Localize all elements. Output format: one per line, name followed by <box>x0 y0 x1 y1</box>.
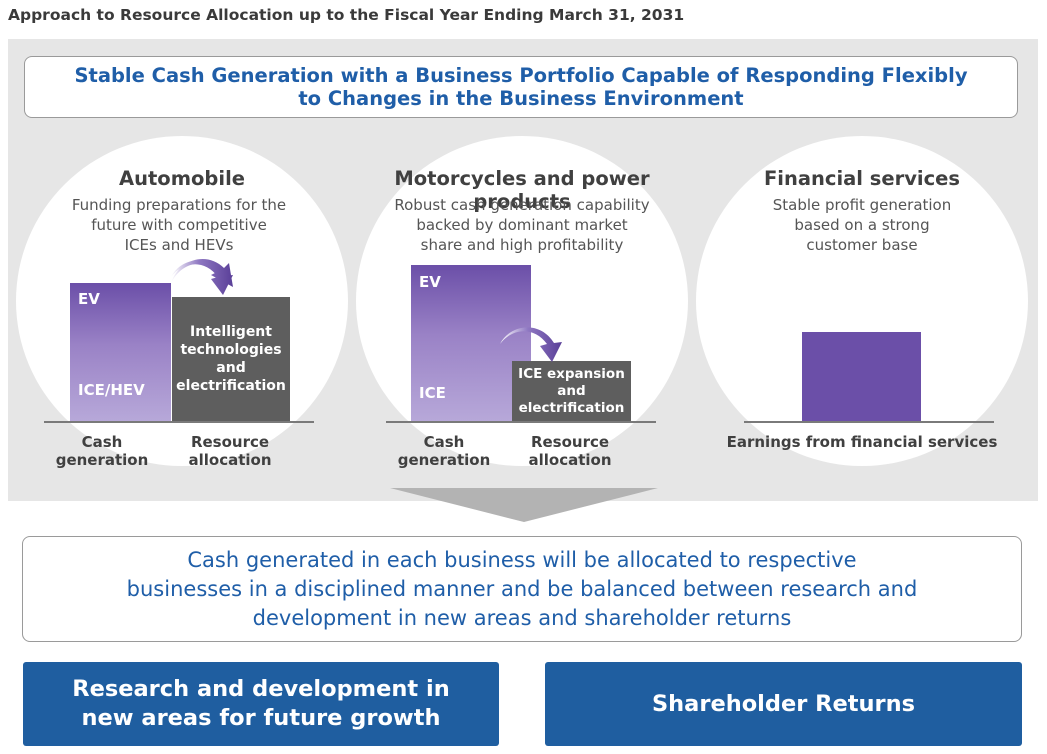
automobile-ev-label: EV <box>78 290 100 308</box>
headline-line-1: Stable Cash Generation with a Business P… <box>74 64 968 87</box>
automobile-curved-arrow-icon <box>171 258 233 295</box>
motorcycles-curved-arrow-icon <box>500 327 562 362</box>
automobile-title: Automobile <box>119 167 245 190</box>
rnd-line: new areas for future growth <box>81 705 441 731</box>
rnd-line: Research and development in <box>72 676 450 702</box>
automobile-desc-line: ICEs and HEVs <box>124 236 234 254</box>
financial-desc-line: customer base <box>806 236 918 254</box>
motorcycles-ice-label: ICE <box>419 384 446 402</box>
financial-baseline <box>744 421 994 423</box>
axis-label-line: Resource <box>190 433 270 451</box>
motorcycles-ev-label: EV <box>419 273 441 291</box>
automobile-resource-allocation-label: Resource allocation <box>172 433 288 469</box>
motorcycles-baseline <box>386 421 656 423</box>
shareholder-returns-box: Shareholder Returns <box>545 662 1022 746</box>
headline-box: Stable Cash Generation with a Business P… <box>24 56 1018 118</box>
summary-line: businesses in a disciplined manner and b… <box>126 576 918 601</box>
axis-label-line: Cash <box>81 433 123 451</box>
automobile-alloc-line: Intelligent <box>190 324 272 340</box>
automobile-desc-line: future with competitive <box>91 216 267 234</box>
automobile-alloc-line: electrification <box>176 378 286 394</box>
financial-earnings-label: Earnings from financial services <box>726 433 998 451</box>
automobile-baseline <box>44 421 314 423</box>
automobile-desc-line: Funding preparations for the <box>71 196 287 214</box>
financial-description: Stable profit generation based on a stro… <box>697 195 1027 255</box>
summary-line: development in new areas and shareholder… <box>252 605 792 630</box>
financial-desc-line: Stable profit generation <box>772 196 952 214</box>
axis-label-line: Cash <box>423 433 465 451</box>
motorcycles-alloc-line: ICE expansion <box>518 365 625 382</box>
page-title: Approach to Resource Allocation up to th… <box>8 6 685 24</box>
motorcycles-resource-allocation-bar: ICE expansion and electrification <box>512 361 631 421</box>
motorcycles-title: Motorcycles and power products <box>394 167 650 213</box>
summary-line: Cash generated in each business will be … <box>187 547 857 572</box>
financial-title: Financial services <box>763 167 961 190</box>
summary-box: Cash generated in each business will be … <box>22 536 1022 642</box>
motorcycles-desc-line: backed by dominant market <box>416 216 628 234</box>
motorcycles-desc-line: share and high profitability <box>420 236 624 254</box>
automobile-cash-generation-label: Cash generation <box>44 433 160 469</box>
motorcycles-alloc-line: electrification <box>518 399 625 416</box>
motorcycles-cash-generation-bar <box>411 265 531 421</box>
automobile-alloc-line: and <box>216 360 246 376</box>
axis-label-line: allocation <box>528 451 612 469</box>
axis-label-line: generation <box>55 451 149 469</box>
axis-label-line: allocation <box>188 451 272 469</box>
automobile-ice-hev-label: ICE/HEV <box>78 381 145 399</box>
motorcycles-cash-generation-label: Cash generation <box>386 433 502 469</box>
shareholder-returns-label: Shareholder Returns <box>651 690 916 717</box>
axis-label-line: generation <box>397 451 491 469</box>
down-arrow-icon <box>390 488 658 522</box>
motorcycles-resource-allocation-label: Resource allocation <box>512 433 628 469</box>
automobile-alloc-line: technologies <box>180 342 282 358</box>
financial-desc-line: based on a strong <box>794 216 930 234</box>
motorcycles-alloc-line: and <box>557 382 586 399</box>
axis-label-line: Resource <box>530 433 610 451</box>
motorcycles-desc-line: Robust cash generation capability <box>394 196 650 214</box>
automobile-description: Funding preparations for the future with… <box>14 195 344 255</box>
rnd-new-areas-box: Research and development in new areas fo… <box>23 662 499 746</box>
financial-earnings-bar <box>802 332 921 421</box>
automobile-resource-allocation-bar: Intelligent technologies and electrifica… <box>172 297 290 421</box>
headline-line-2: to Changes in the Business Environment <box>298 87 744 110</box>
automobile-cash-generation-bar <box>70 283 171 421</box>
motorcycles-description: Robust cash generation capability backed… <box>357 195 687 255</box>
